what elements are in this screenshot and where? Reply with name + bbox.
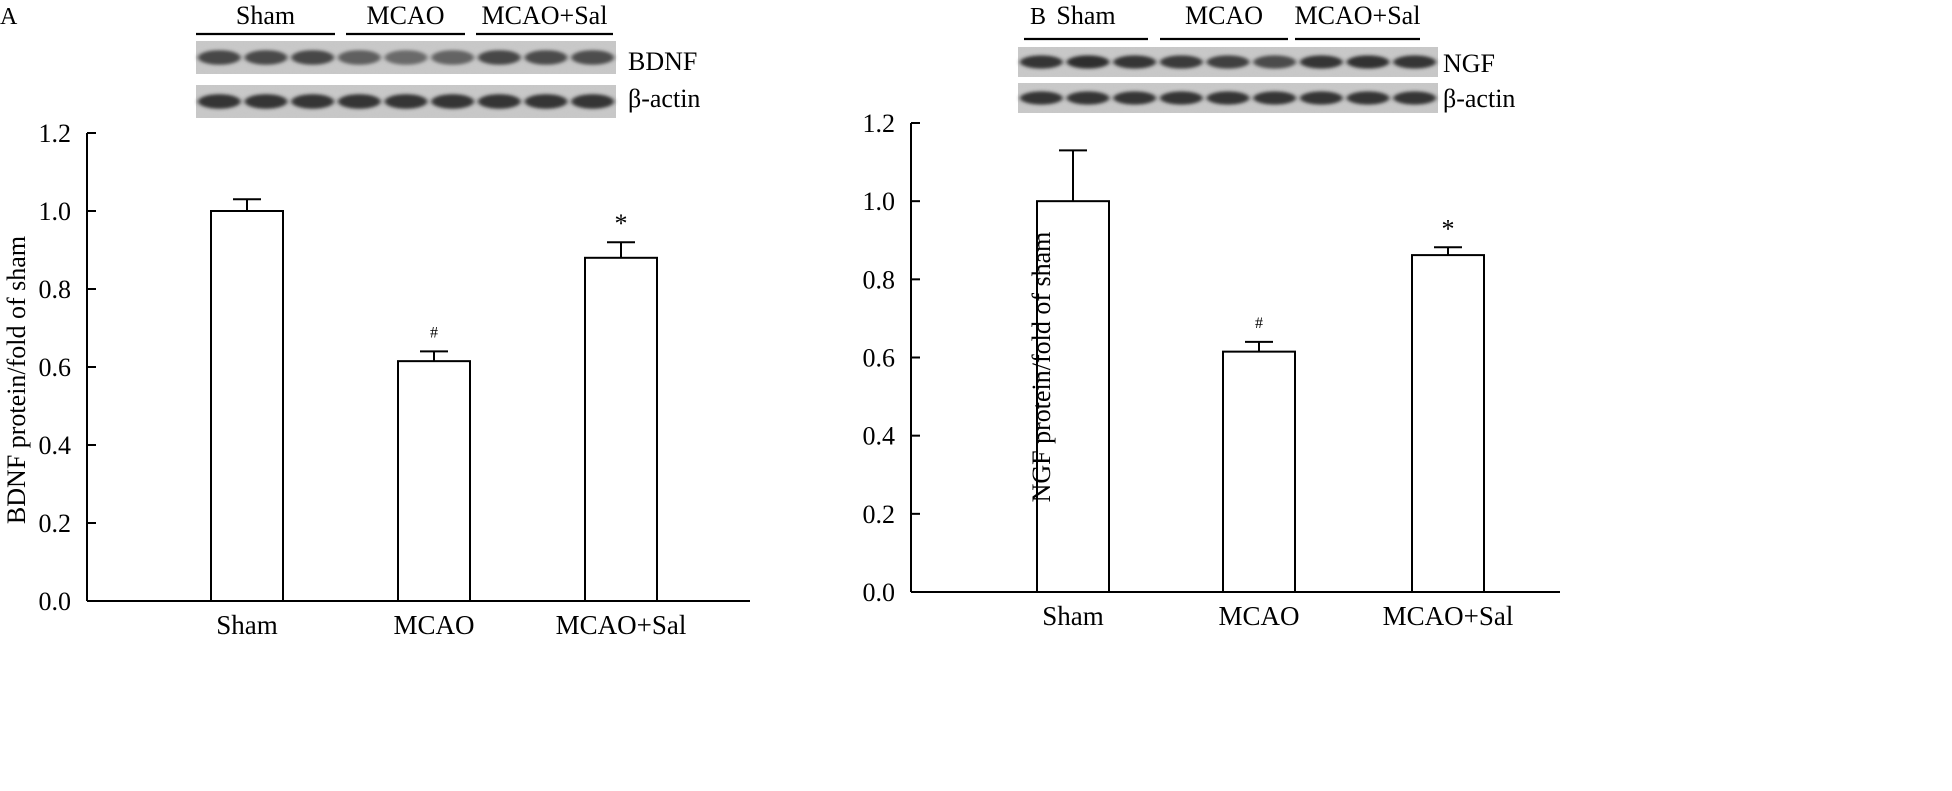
blot-band [1346,55,1390,69]
blot-band [1206,91,1250,105]
blot-band [431,50,475,65]
western-blot: Sham MCAO MCAO+Sal BDNF β-actin [196,1,700,118]
blot-band [384,94,428,109]
significance-star: * [615,209,628,238]
western-blot: Sham MCAO MCAO+Sal NGF β-actin [1018,1,1515,113]
blot-band [244,94,288,109]
bar-series: Sham # MCAO * MCAO+Sal [1036,149,1514,631]
bar [584,256,658,602]
blot-protein-label: NGF [1443,49,1495,78]
y-tick-label: 0.4 [39,431,72,460]
blot-band [291,50,335,65]
blot-band [571,50,615,65]
y-tick-label: 0.6 [39,353,72,382]
blot-band [431,94,475,109]
bar-series: Sham # MCAO * MCAO+Sal [210,198,687,640]
blot-band [291,94,335,109]
blot-protein-label: β-actin [628,84,700,113]
y-tick-label: 0.8 [863,265,896,294]
blot-band [1019,91,1063,105]
blot-band [1113,91,1157,105]
blot-band [1253,55,1297,69]
significance-hash: # [430,324,438,341]
blot-group-label: MCAO [366,1,444,30]
x-tick-label: Sham [216,610,278,640]
blot-band [337,50,381,65]
blot-band [1159,91,1203,105]
blot-group-label: MCAO+Sal [482,1,608,30]
blot-band [1206,55,1250,69]
y-tick-label: 0.0 [39,587,72,616]
blot-band [1066,91,1110,105]
y-tick-label: 1.2 [39,119,72,148]
bar [397,360,471,602]
panel-label: A [0,4,18,30]
blot-protein-label: β-actin [1443,84,1515,113]
blot-band [524,50,568,65]
bar [1222,350,1296,594]
bar [1411,254,1485,594]
blot-band [1393,91,1437,105]
blot-group-label: Sham [1056,1,1115,30]
blot-band [477,50,521,65]
y-tick-label: 0.2 [39,509,72,538]
panel-b: B Sham MCAO MCAO+Sal NGF β-actin 0.0 0.2 0.4 0.… [863,1,1560,631]
blot-band [1066,55,1110,69]
y-tick-label: 1.0 [863,187,896,216]
blot-band [337,94,381,109]
blot-protein-label: BDNF [628,47,697,76]
bar [1036,200,1110,594]
y-tick-label: 0.4 [863,422,896,451]
y-axis-title: NGF protein/fold of sham [1027,232,1056,503]
blot-band [1159,55,1203,69]
blot-band [1253,91,1297,105]
chart-axes: 0.0 0.2 0.4 0.6 0.8 1.0 1.2 [39,119,750,616]
x-tick-label: MCAO+Sal [556,610,687,640]
y-tick-label: 1.0 [39,197,72,226]
blot-band [197,50,241,65]
significance-hash: # [1255,315,1263,332]
blot-group-label: MCAO [1185,1,1263,30]
blot-band [244,50,288,65]
blot-band [197,94,241,109]
blot-band [1113,55,1157,69]
x-tick-label: Sham [1042,601,1104,631]
blot-band [1299,91,1343,105]
blot-band [384,50,428,65]
y-tick-label: 1.2 [863,109,896,138]
y-tick-label: 0.2 [863,500,896,529]
blot-band [1393,55,1437,69]
bar [210,210,284,602]
panel-label: B [1030,4,1046,30]
significance-star: * [1442,214,1455,243]
blot-band [571,94,615,109]
blot-band [1019,55,1063,69]
blot-band [477,94,521,109]
x-tick-label: MCAO [393,610,474,640]
blot-group-label: Sham [236,1,295,30]
blot-band [524,94,568,109]
x-tick-label: MCAO+Sal [1383,601,1514,631]
y-tick-label: 0.8 [39,275,72,304]
blot-band [1346,91,1390,105]
y-axis-title: BDNF protein/fold of sham [2,236,31,524]
blot-band [1299,55,1343,69]
y-tick-label: 0.0 [863,578,896,607]
blot-group-label: MCAO+Sal [1295,1,1421,30]
x-tick-label: MCAO [1218,601,1299,631]
y-tick-label: 0.6 [863,344,896,373]
